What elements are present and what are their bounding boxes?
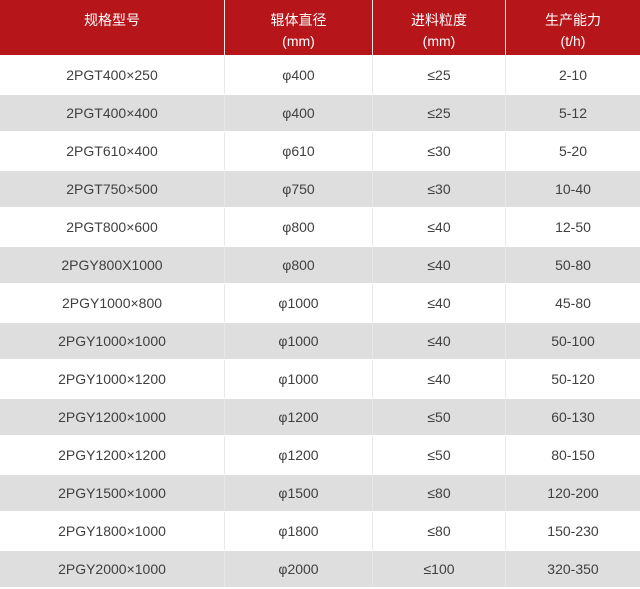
table-cell: 2PGY1000×1200 [0,359,225,397]
table-cell: ≤40 [373,245,506,283]
table-cell: ≤30 [373,131,506,169]
table-cell: φ800 [225,207,373,245]
column-header-line1: 生产能力 [545,12,601,28]
table-cell: 5-20 [506,131,640,169]
table-row: 2PGY1500×1000 φ1500 ≤80 120-200 [0,473,640,511]
table-row: 2PGY1200×1000 φ1200 ≤50 60-130 [0,397,640,435]
table-cell: 320-350 [506,549,640,587]
table-cell: φ1800 [225,511,373,549]
table-cell: 2PGY1500×1000 [0,473,225,511]
table-cell: 2PGY800X1000 [0,245,225,283]
table-row: 2PGT610×400 φ610 ≤30 5-20 [0,131,640,169]
table-cell: ≤40 [373,321,506,359]
table-cell: 2PGT400×250 [0,55,225,93]
column-header-line2: (t/h) [560,33,586,49]
table-cell: 2PGY1200×1000 [0,397,225,435]
table-cell: ≤40 [373,207,506,245]
table-cell: ≤40 [373,283,506,321]
table-row: 2PGY800X1000 φ800 ≤40 50-80 [0,245,640,283]
table-body: 2PGT400×250 φ400 ≤25 2-10 2PGT400×400 φ400 ≤25… [0,55,640,587]
table-cell: 12-50 [506,207,640,245]
column-header: 进料粒度 (mm) [373,0,506,55]
table-cell: φ800 [225,245,373,283]
table-cell: 10-40 [506,169,640,207]
table-cell: φ750 [225,169,373,207]
table-row: 2PGY1000×1000 φ1000 ≤40 50-100 [0,321,640,359]
table-cell: ≤80 [373,511,506,549]
table-cell: φ610 [225,131,373,169]
table-cell: 120-200 [506,473,640,511]
table-cell: ≤25 [373,93,506,131]
column-header: 规格型号 [0,0,225,55]
table-cell: 50-120 [506,359,640,397]
table-row: 2PGY1200×1200 φ1200 ≤50 80-150 [0,435,640,473]
table-cell: 2PGT750×500 [0,169,225,207]
table-cell: 80-150 [506,435,640,473]
table-cell: 2PGT400×400 [0,93,225,131]
table-row: 2PGT800×600 φ800 ≤40 12-50 [0,207,640,245]
table-cell: φ400 [225,55,373,93]
table-cell: 5-12 [506,93,640,131]
table-cell: 2PGY1000×1000 [0,321,225,359]
table-row: 2PGT750×500 φ750 ≤30 10-40 [0,169,640,207]
table-cell: 60-130 [506,397,640,435]
table-row: 2PGY1800×1000 φ1800 ≤80 150-230 [0,511,640,549]
table-cell: φ1200 [225,397,373,435]
table-cell: φ1000 [225,359,373,397]
table-row: 2PGT400×250 φ400 ≤25 2-10 [0,55,640,93]
header-row: 规格型号 辊体直径 (mm) 进料粒度 (mm) 生产能力 (t/h) [0,0,640,55]
table-cell: 2PGY1000×800 [0,283,225,321]
column-header: 生产能力 (t/h) [506,0,640,55]
table-cell: φ1000 [225,321,373,359]
table-cell: 2PGY2000×1000 [0,549,225,587]
table-row: 2PGY1000×1200 φ1000 ≤40 50-120 [0,359,640,397]
table-cell: φ400 [225,93,373,131]
table-row: 2PGY1000×800 φ1000 ≤40 45-80 [0,283,640,321]
table-cell: ≤50 [373,397,506,435]
column-header-line2: (mm) [282,33,315,49]
table-cell: φ1200 [225,435,373,473]
table-cell: 150-230 [506,511,640,549]
table-cell: ≤100 [373,549,506,587]
table-header: 规格型号 辊体直径 (mm) 进料粒度 (mm) 生产能力 (t/h) [0,0,640,55]
table-cell: ≤25 [373,55,506,93]
column-header-line2: (mm) [422,33,456,49]
table-cell: 45-80 [506,283,640,321]
table-cell: φ2000 [225,549,373,587]
table-cell: 2PGY1200×1200 [0,435,225,473]
table-cell: 2-10 [506,55,640,93]
table-cell: ≤80 [373,473,506,511]
table-cell: ≤40 [373,359,506,397]
table-cell: 50-100 [506,321,640,359]
table-cell: φ1500 [225,473,373,511]
table-cell: 2PGY1800×1000 [0,511,225,549]
table-cell: 50-80 [506,245,640,283]
table-cell: φ1000 [225,283,373,321]
table-cell: 2PGT610×400 [0,131,225,169]
column-header-line2 [0,31,224,52]
column-header-line1: 规格型号 [84,12,140,28]
table-row: 2PGY2000×1000 φ2000 ≤100 320-350 [0,549,640,587]
column-header-line1: 辊体直径 [270,12,327,28]
table-cell: ≤30 [373,169,506,207]
column-header: 辊体直径 (mm) [225,0,373,55]
table-cell: ≤50 [373,435,506,473]
column-header-line1: 进料粒度 [411,12,467,28]
table-cell: 2PGT800×600 [0,207,225,245]
table-row: 2PGT400×400 φ400 ≤25 5-12 [0,93,640,131]
